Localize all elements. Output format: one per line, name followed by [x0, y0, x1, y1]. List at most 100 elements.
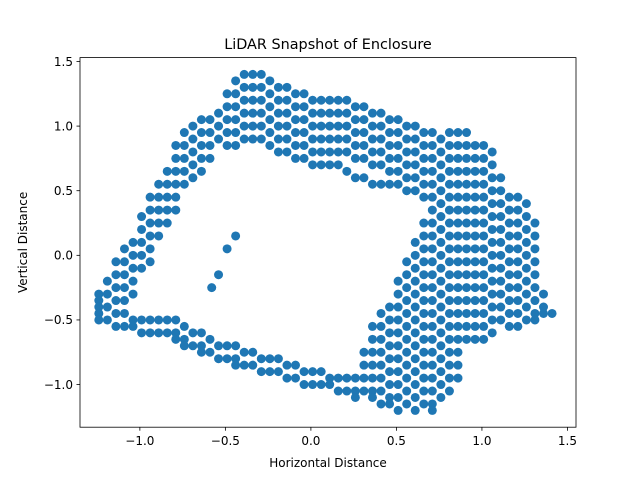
data-point [342, 147, 352, 157]
data-point [376, 399, 386, 409]
data-point [444, 308, 454, 318]
data-point [530, 244, 540, 254]
data-point [496, 263, 506, 273]
data-point [196, 153, 206, 163]
data-point [496, 250, 506, 260]
data-point [256, 121, 266, 131]
data-point [376, 308, 386, 318]
data-point [470, 270, 480, 280]
data-point [376, 347, 386, 357]
data-point [316, 134, 326, 144]
data-point [427, 399, 437, 409]
data-point [162, 205, 172, 215]
data-point [427, 179, 437, 189]
data-point [487, 276, 497, 286]
data-point [299, 367, 309, 377]
data-point [273, 108, 283, 118]
data-point [162, 328, 172, 338]
data-point [376, 360, 386, 370]
data-point [479, 296, 489, 306]
data-point [496, 276, 506, 286]
data-point [521, 276, 531, 286]
data-point [273, 82, 283, 92]
data-point [231, 140, 241, 150]
data-point [342, 386, 352, 396]
data-point [231, 360, 241, 370]
data-point [376, 108, 386, 118]
data-point [419, 308, 429, 318]
data-point [393, 179, 403, 189]
data-point [265, 76, 275, 86]
data-point [128, 321, 138, 331]
data-point [487, 289, 497, 299]
data-point [188, 341, 198, 351]
data-point [299, 102, 309, 112]
data-point [316, 147, 326, 157]
data-point [273, 367, 283, 377]
data-point [470, 192, 480, 202]
data-point [521, 224, 531, 234]
data-point [316, 367, 326, 377]
data-point [402, 186, 412, 196]
data-point [419, 360, 429, 370]
data-point [487, 237, 497, 247]
data-point [436, 212, 446, 222]
y-tick-label: 1.5 [54, 55, 73, 69]
data-point [222, 244, 232, 254]
data-point [385, 328, 395, 338]
data-point [410, 341, 420, 351]
data-point [385, 128, 395, 138]
data-point [436, 186, 446, 196]
data-point [393, 341, 403, 351]
data-point [453, 257, 463, 267]
data-point [102, 302, 112, 312]
data-point [367, 121, 377, 131]
data-point [470, 218, 480, 228]
data-point [419, 140, 429, 150]
data-point [513, 218, 523, 228]
data-point [239, 134, 249, 144]
data-point [376, 147, 386, 157]
data-point [205, 153, 215, 163]
x-tick-label: 1.0 [472, 434, 491, 448]
data-point [154, 205, 164, 215]
data-point [137, 224, 147, 234]
data-point [291, 115, 300, 125]
data-point [444, 296, 454, 306]
data-point [171, 334, 181, 344]
data-point [462, 270, 472, 280]
data-point [496, 289, 506, 299]
data-point [530, 308, 540, 318]
data-point [282, 108, 292, 118]
y-tick-label: −0.5 [44, 313, 73, 327]
data-point [504, 270, 514, 280]
data-point [410, 160, 420, 170]
data-point [470, 205, 480, 215]
data-point [282, 95, 292, 105]
data-point [205, 334, 215, 344]
data-point [504, 321, 514, 331]
data-point [453, 244, 463, 254]
data-point [205, 128, 215, 138]
data-point [402, 160, 412, 170]
data-point [154, 192, 164, 202]
x-tick-label: −1.0 [125, 434, 154, 448]
data-point [119, 244, 129, 254]
data-point [273, 134, 283, 144]
data-point [462, 334, 472, 344]
data-point [145, 257, 155, 267]
data-point [385, 179, 395, 189]
data-point [359, 102, 369, 112]
data-point [436, 341, 446, 351]
data-point [273, 95, 283, 105]
data-point [119, 296, 129, 306]
data-point [154, 231, 164, 241]
data-point [333, 108, 343, 118]
data-point [273, 147, 283, 157]
data-point [419, 153, 429, 163]
data-point [94, 308, 104, 318]
data-point [444, 334, 454, 344]
data-point [419, 244, 429, 254]
data-point [470, 257, 480, 267]
data-point [94, 289, 104, 299]
